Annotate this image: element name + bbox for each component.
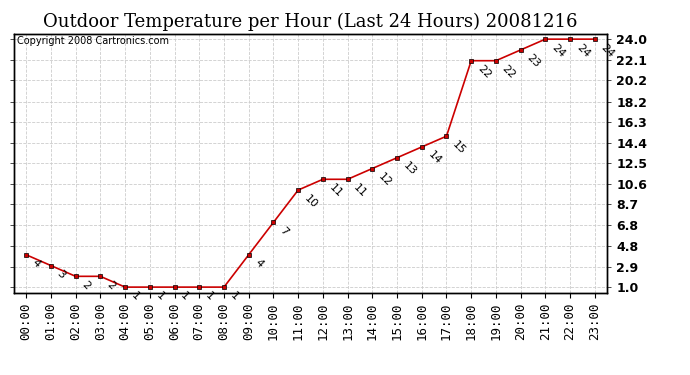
Text: 24: 24 (549, 42, 566, 59)
Text: 23: 23 (525, 53, 542, 70)
Text: 4: 4 (30, 258, 43, 270)
Text: 2: 2 (80, 279, 92, 291)
Text: 13: 13 (401, 160, 418, 177)
Text: 24: 24 (599, 42, 616, 59)
Text: 3: 3 (55, 268, 67, 280)
Text: 7: 7 (277, 225, 290, 237)
Text: 2: 2 (104, 279, 117, 291)
Text: 22: 22 (500, 63, 518, 81)
Text: 15: 15 (451, 139, 468, 156)
Text: 4: 4 (253, 258, 265, 270)
Text: 1: 1 (228, 290, 240, 302)
Text: 24: 24 (574, 42, 591, 59)
Text: 1: 1 (179, 290, 190, 302)
Title: Outdoor Temperature per Hour (Last 24 Hours) 20081216: Outdoor Temperature per Hour (Last 24 Ho… (43, 12, 578, 31)
Text: 12: 12 (377, 171, 393, 188)
Text: 10: 10 (302, 193, 319, 210)
Text: 14: 14 (426, 150, 443, 167)
Text: 1: 1 (129, 290, 141, 302)
Text: 11: 11 (352, 182, 368, 199)
Text: 1: 1 (154, 290, 166, 302)
Text: 22: 22 (475, 63, 493, 81)
Text: 1: 1 (204, 290, 215, 302)
Text: Copyright 2008 Cartronics.com: Copyright 2008 Cartronics.com (17, 36, 169, 46)
Text: 11: 11 (327, 182, 344, 199)
